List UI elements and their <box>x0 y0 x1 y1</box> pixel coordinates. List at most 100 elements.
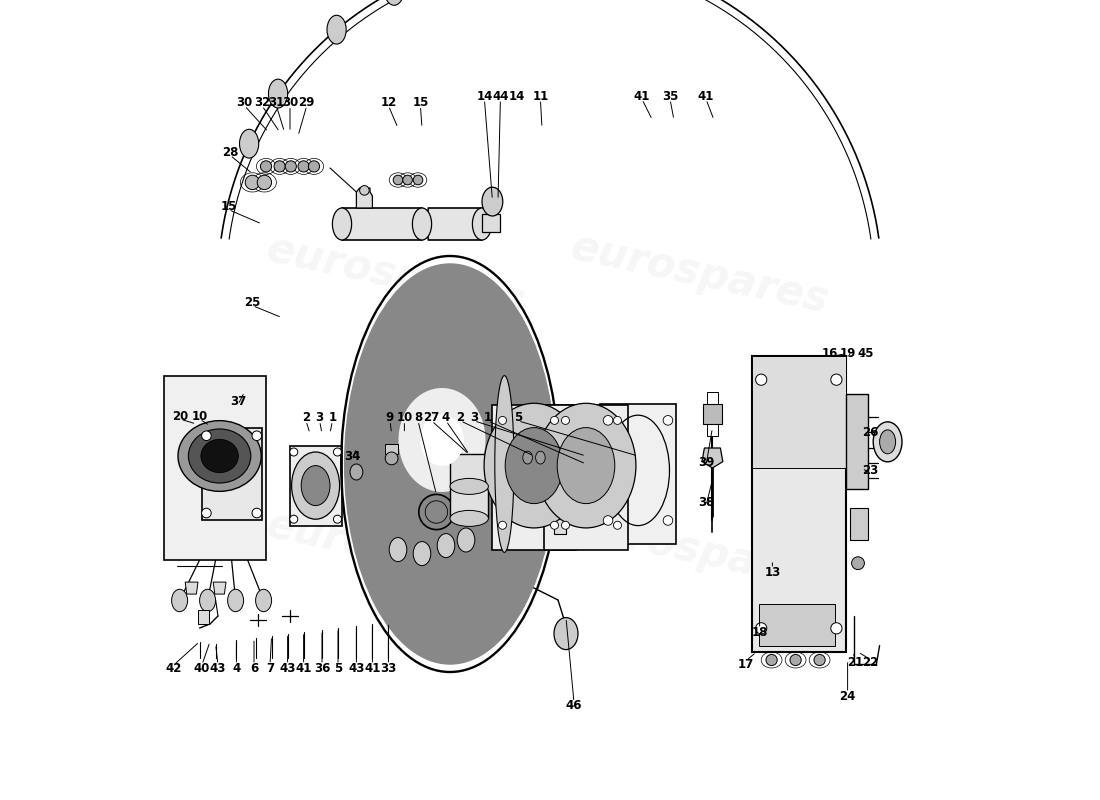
Ellipse shape <box>289 448 298 456</box>
Ellipse shape <box>614 416 622 424</box>
Bar <box>751 356 846 652</box>
Text: 36: 36 <box>314 662 330 674</box>
Text: 37: 37 <box>230 395 246 408</box>
Ellipse shape <box>385 452 398 465</box>
Polygon shape <box>185 582 198 594</box>
Ellipse shape <box>389 538 407 562</box>
Ellipse shape <box>414 542 431 566</box>
Text: 43: 43 <box>349 662 364 674</box>
Ellipse shape <box>252 431 262 441</box>
Ellipse shape <box>830 622 842 634</box>
Ellipse shape <box>450 478 488 494</box>
Text: 11: 11 <box>532 90 549 102</box>
Ellipse shape <box>663 415 673 425</box>
Ellipse shape <box>498 522 506 530</box>
Bar <box>289 446 342 526</box>
Text: 5: 5 <box>514 411 522 424</box>
Polygon shape <box>385 444 398 454</box>
Text: eurospares: eurospares <box>262 228 528 324</box>
Ellipse shape <box>332 208 352 240</box>
Ellipse shape <box>558 427 615 504</box>
Polygon shape <box>543 405 628 550</box>
Text: 26: 26 <box>861 426 878 438</box>
Ellipse shape <box>756 622 767 634</box>
Ellipse shape <box>561 416 570 424</box>
Ellipse shape <box>766 654 778 666</box>
Ellipse shape <box>561 522 570 530</box>
Ellipse shape <box>550 416 559 424</box>
Ellipse shape <box>851 557 865 570</box>
Ellipse shape <box>482 187 503 216</box>
Ellipse shape <box>292 452 340 519</box>
Ellipse shape <box>403 175 412 185</box>
Ellipse shape <box>550 522 559 530</box>
Ellipse shape <box>308 161 320 172</box>
Text: 2: 2 <box>456 411 464 424</box>
Bar <box>450 454 488 518</box>
Text: 38: 38 <box>697 496 714 509</box>
Text: 10: 10 <box>191 410 208 422</box>
Text: 34: 34 <box>344 450 361 462</box>
Ellipse shape <box>536 403 636 528</box>
Ellipse shape <box>240 130 258 158</box>
Ellipse shape <box>344 263 557 665</box>
Text: 25: 25 <box>244 296 261 309</box>
Text: 21: 21 <box>847 656 864 669</box>
Ellipse shape <box>393 175 403 185</box>
Text: 6: 6 <box>250 662 258 674</box>
Ellipse shape <box>301 466 330 506</box>
Text: 24: 24 <box>839 690 856 702</box>
Ellipse shape <box>603 415 613 425</box>
Ellipse shape <box>201 431 211 441</box>
Ellipse shape <box>756 374 767 386</box>
Ellipse shape <box>327 15 346 44</box>
Text: 1: 1 <box>328 411 337 424</box>
Polygon shape <box>198 610 209 624</box>
Ellipse shape <box>285 161 296 172</box>
Text: 19: 19 <box>839 347 856 360</box>
Bar <box>759 604 835 646</box>
Polygon shape <box>338 208 426 240</box>
Ellipse shape <box>245 175 260 190</box>
Text: 10: 10 <box>396 411 412 424</box>
Polygon shape <box>702 448 723 468</box>
Text: 22: 22 <box>862 656 878 669</box>
Ellipse shape <box>255 590 272 612</box>
Text: 43: 43 <box>279 662 296 674</box>
Ellipse shape <box>298 161 309 172</box>
Text: 42: 42 <box>166 662 183 674</box>
Text: 3: 3 <box>470 411 478 424</box>
Text: 33: 33 <box>381 662 396 674</box>
Bar <box>201 429 262 521</box>
Text: 1: 1 <box>484 411 492 424</box>
Ellipse shape <box>385 0 404 6</box>
Text: 27: 27 <box>424 411 440 424</box>
Text: eurospares: eurospares <box>566 504 832 600</box>
Bar <box>751 356 846 469</box>
Polygon shape <box>600 404 676 544</box>
Text: 14: 14 <box>508 90 525 102</box>
Text: eurospares: eurospares <box>262 504 528 600</box>
Text: 45: 45 <box>858 347 874 360</box>
Text: 5: 5 <box>334 662 342 674</box>
Ellipse shape <box>414 175 422 185</box>
Text: 31: 31 <box>268 96 285 109</box>
Text: 15: 15 <box>412 96 429 109</box>
Ellipse shape <box>458 528 475 552</box>
Ellipse shape <box>360 186 370 195</box>
Text: 46: 46 <box>565 699 582 712</box>
Text: 14: 14 <box>476 90 493 102</box>
Ellipse shape <box>663 516 673 526</box>
Text: 23: 23 <box>862 464 878 477</box>
Bar <box>482 214 499 232</box>
Text: 17: 17 <box>738 658 755 670</box>
Ellipse shape <box>333 448 341 456</box>
Text: 41: 41 <box>634 90 650 102</box>
Text: 28: 28 <box>222 146 239 158</box>
Ellipse shape <box>830 374 842 386</box>
Ellipse shape <box>201 508 211 518</box>
Text: eurospares: eurospares <box>566 226 832 322</box>
Ellipse shape <box>228 590 243 612</box>
Ellipse shape <box>274 161 285 172</box>
Text: 7: 7 <box>266 662 274 674</box>
